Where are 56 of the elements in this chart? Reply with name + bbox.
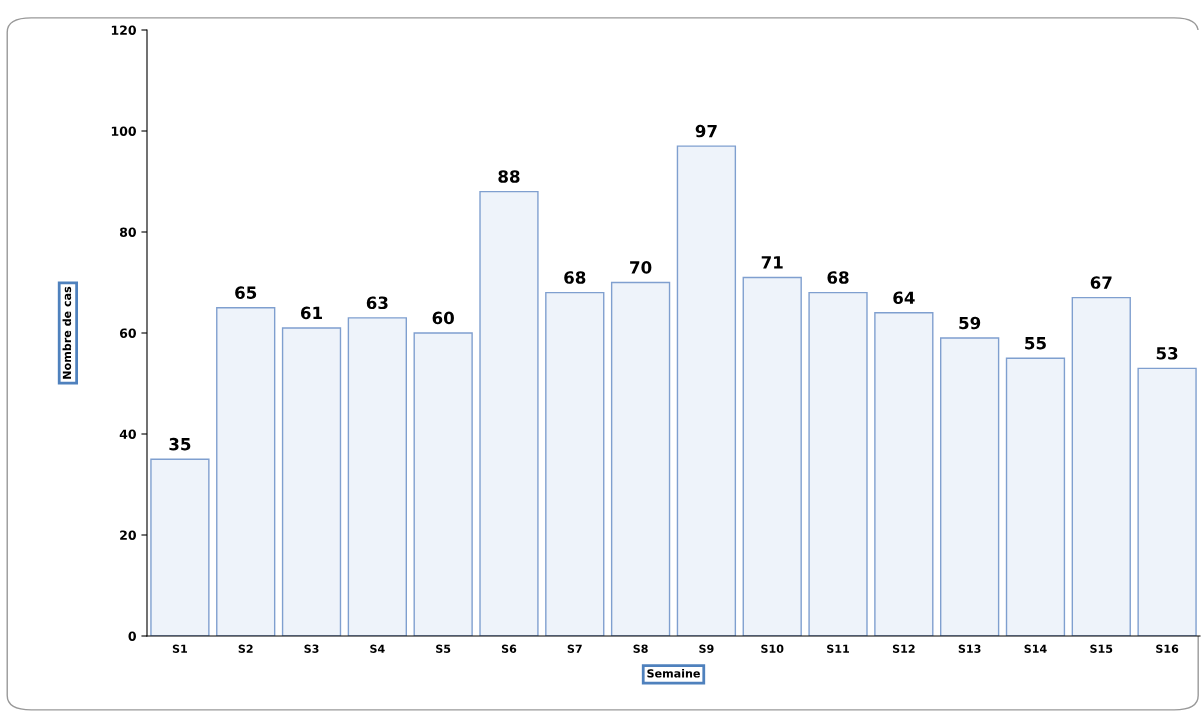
data-label: 65	[235, 286, 257, 299]
x-tick-label: S4	[370, 644, 385, 653]
bar	[545, 291, 605, 636]
bar	[347, 317, 407, 636]
bar	[216, 307, 276, 636]
x-tick-label: S2	[238, 644, 253, 653]
data-label: 60	[432, 311, 454, 325]
y-tick-label: 100	[111, 126, 136, 136]
y-tick-label: 120	[111, 25, 136, 35]
data-label: 68	[564, 271, 586, 284]
y-tick-label: 0	[128, 631, 136, 641]
x-tick-label: S1	[172, 644, 188, 653]
data-label: 88	[498, 170, 520, 183]
y-tick-label: 80	[119, 227, 136, 237]
x-tick-label: S11	[827, 644, 849, 653]
y-tick-label: 60	[119, 328, 136, 338]
x-axis-title: Semaine	[647, 668, 700, 678]
data-label: 35	[169, 437, 191, 451]
bar	[610, 281, 671, 636]
data-label: 70	[630, 261, 652, 274]
bar	[940, 337, 1000, 636]
data-label: 55	[1025, 337, 1046, 350]
x-tick-label: S14	[1024, 644, 1047, 653]
x-tick-label: S13	[958, 644, 981, 653]
x-tick-label: S10	[761, 644, 784, 653]
x-tick-label: S15	[1090, 644, 1113, 653]
data-label: 63	[366, 296, 388, 310]
data-label: 61	[300, 306, 322, 320]
bar	[874, 312, 934, 636]
bar	[150, 458, 210, 636]
x-tick-label: S16	[1156, 644, 1179, 653]
data-label: 71	[761, 256, 783, 269]
x-tick-label: S7	[567, 644, 582, 653]
bar	[1005, 357, 1066, 636]
y-tick-label: 40	[119, 429, 136, 439]
bar	[281, 327, 342, 636]
bar	[808, 291, 868, 636]
x-tick-label: S9	[699, 644, 714, 653]
x-tick-label: S12	[892, 644, 915, 653]
data-label: 67	[1090, 276, 1112, 289]
bar	[1071, 296, 1131, 636]
data-label: 68	[827, 271, 849, 284]
y-axis-title: Nombre de cas	[62, 286, 72, 379]
bar	[479, 190, 539, 636]
data-label: 59	[959, 316, 981, 330]
x-tick-label: S8	[633, 644, 648, 653]
y-tick-label: 20	[120, 530, 136, 540]
x-tick-label: S3	[304, 644, 319, 653]
x-tick-label: S5	[436, 644, 451, 653]
bar	[742, 276, 802, 636]
data-label: 97	[695, 124, 717, 138]
bar	[676, 145, 737, 636]
data-label: 53	[1156, 346, 1178, 360]
x-tick-label: S6	[501, 644, 517, 653]
data-label: 64	[893, 291, 915, 305]
bar	[413, 332, 473, 636]
